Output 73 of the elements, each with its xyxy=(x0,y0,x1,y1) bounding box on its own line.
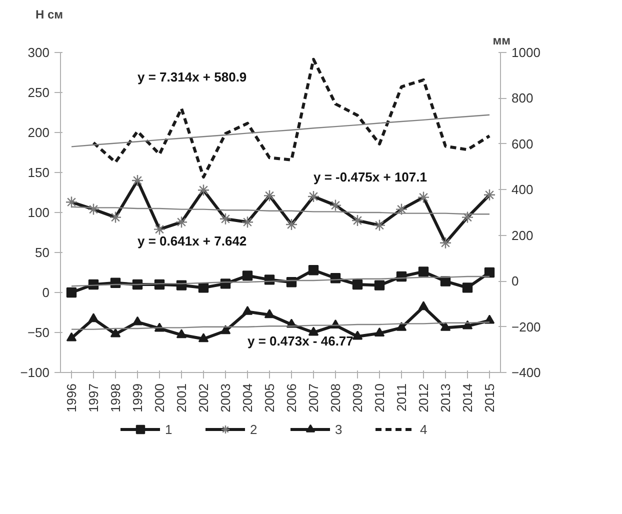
point xyxy=(220,325,231,334)
x-tick-label: 1999 xyxy=(130,384,145,412)
x-tick-label: 2008 xyxy=(328,384,343,412)
x-tick-label: 2004 xyxy=(240,384,255,412)
annotation: y = -0.475x + 107.1 xyxy=(314,170,427,184)
x-tick-label: 1998 xyxy=(108,384,123,412)
y-tick-label: 50 xyxy=(35,245,50,260)
line-series xyxy=(70,114,490,148)
point xyxy=(198,282,209,293)
x-tick-label: 2001 xyxy=(174,384,189,412)
x-tick-label: 2000 xyxy=(152,384,167,412)
point xyxy=(440,322,451,331)
point xyxy=(242,306,253,315)
y2-tick-label: 1000 xyxy=(512,45,540,60)
x-tick-label: 2012 xyxy=(416,384,431,412)
point xyxy=(308,265,319,276)
y2-axis-title: мм xyxy=(492,34,511,48)
point xyxy=(264,309,275,318)
legend-label: 1 xyxy=(165,422,174,436)
y-tick-label: 100 xyxy=(28,205,50,220)
legend-label: 3 xyxy=(335,422,344,436)
y2-tick-label: −200 xyxy=(512,319,541,334)
x-tick-label: 2009 xyxy=(350,384,365,412)
point xyxy=(462,320,473,330)
legend-label: 2 xyxy=(250,422,258,436)
y-tick-label: 300 xyxy=(28,45,50,60)
point xyxy=(352,279,363,290)
x-tick-label: 1997 xyxy=(86,384,101,412)
x-tick-label: 2005 xyxy=(262,384,277,412)
point xyxy=(132,316,143,326)
y2-tick-label: 0 xyxy=(512,274,519,289)
x-tick-label: 2007 xyxy=(306,384,321,412)
y2-tick-label: −400 xyxy=(512,365,541,380)
point xyxy=(308,326,319,336)
legend-label: 4 xyxy=(420,422,428,436)
x-tick-label: 2006 xyxy=(284,384,299,412)
annotation: y = 0.641x + 7.642 xyxy=(138,234,247,248)
y-tick-label: 150 xyxy=(28,165,50,180)
point xyxy=(396,322,407,331)
y2-tick-label: 200 xyxy=(512,228,534,243)
annotation: y = 0.473x - 46.77 xyxy=(248,334,354,348)
y-tick-label: 250 xyxy=(28,85,50,100)
point xyxy=(418,301,429,310)
x-tick-label: 2015 xyxy=(482,384,497,412)
y2-tick-label: 600 xyxy=(512,136,534,152)
point xyxy=(176,329,187,338)
y2-tick-label: 400 xyxy=(512,182,534,198)
annotation: y = 7.314x + 580.9 xyxy=(138,70,247,84)
point xyxy=(198,333,209,342)
y-tick-label: −100 xyxy=(20,365,50,380)
x-tick-label: 2003 xyxy=(218,384,233,412)
point xyxy=(418,266,429,277)
point xyxy=(66,287,77,298)
point xyxy=(88,313,99,322)
x-tick-label: 2013 xyxy=(438,384,453,412)
y-tick-label: −50 xyxy=(27,325,50,340)
x-tick-label: 2011 xyxy=(394,383,409,412)
point xyxy=(242,270,253,281)
x-tick-label: 2010 xyxy=(372,384,387,412)
x-tick-label: 1996 xyxy=(64,384,79,412)
y-axis-title: Н см xyxy=(36,8,64,22)
y-tick-label: 0 xyxy=(42,285,50,300)
point xyxy=(352,330,363,340)
point xyxy=(374,328,385,336)
point xyxy=(484,267,495,278)
point xyxy=(66,332,77,342)
y-tick-label: 200 xyxy=(28,125,50,140)
y2-tick-label: 800 xyxy=(512,90,534,106)
point xyxy=(374,280,385,290)
point xyxy=(462,282,473,293)
x-tick-label: 2014 xyxy=(460,384,475,412)
point xyxy=(110,328,121,338)
x-tick-label: 2002 xyxy=(196,384,211,412)
